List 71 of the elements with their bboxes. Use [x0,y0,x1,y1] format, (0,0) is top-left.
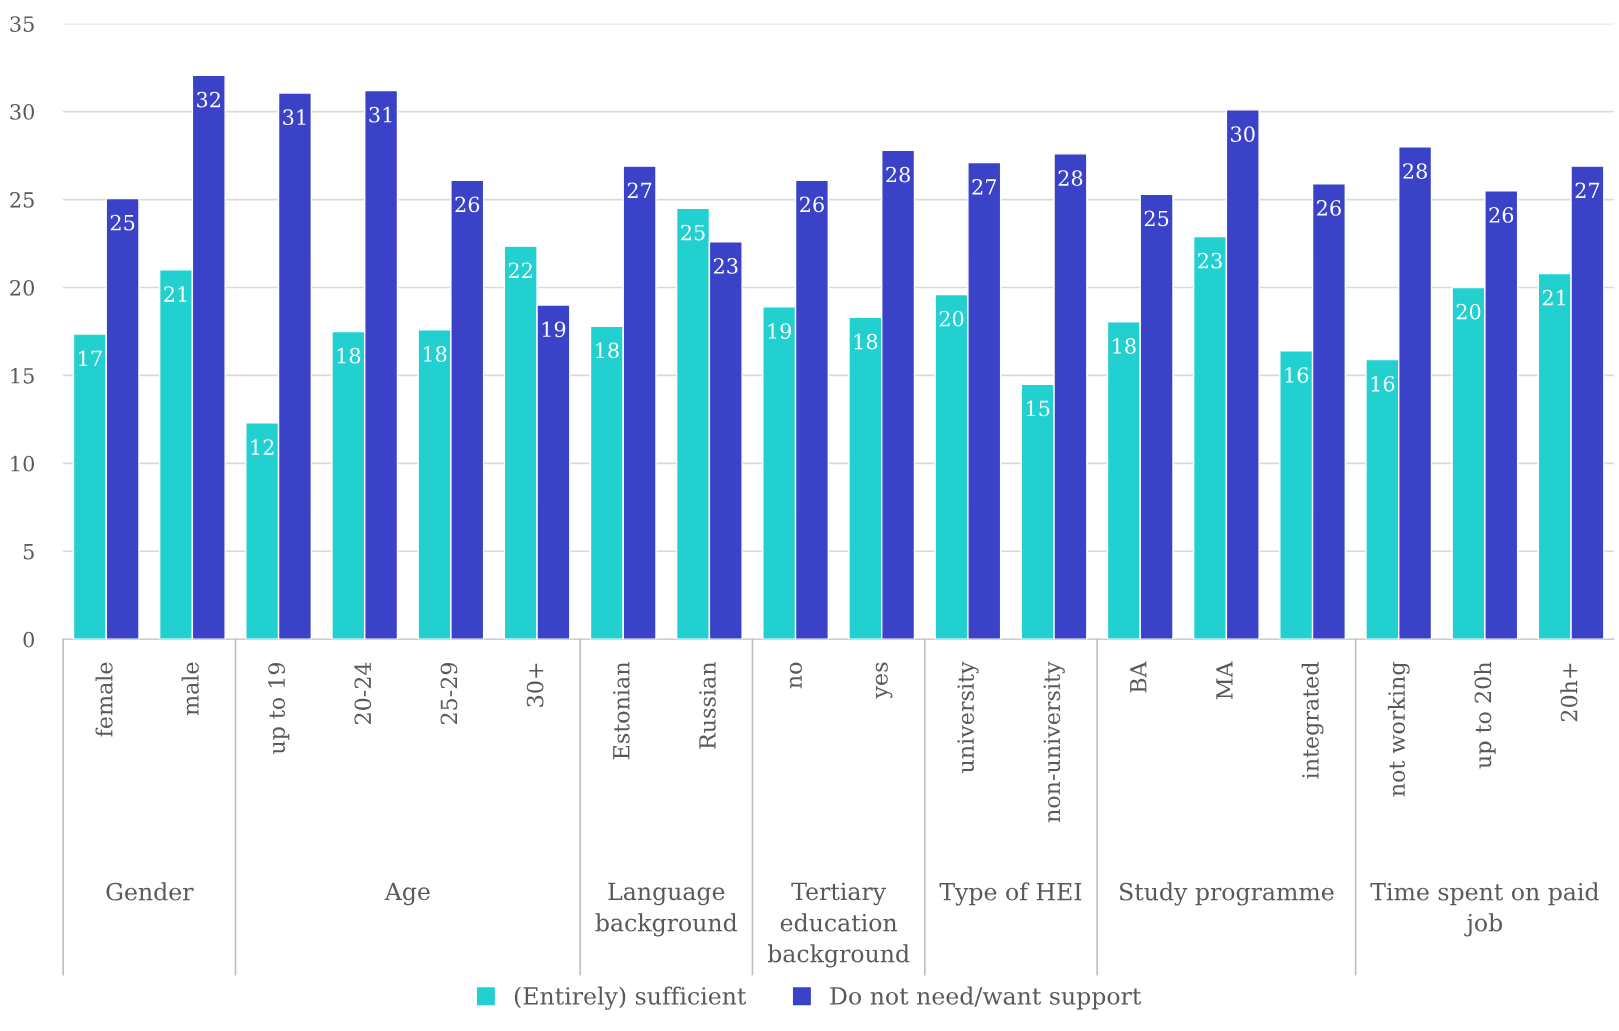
data-label: 26 [1317,200,1341,216]
text: Age [384,882,430,906]
data-label: 18 [854,333,878,350]
y-tick-label: 15 [11,367,34,384]
text: Study programme [1120,882,1334,906]
data-label: 27 [1575,182,1600,198]
x-tick-label: Russian [699,662,716,749]
y-tick-label: 5 [23,544,34,560]
data-label: 20 [1456,303,1481,320]
x-tick-label: yes [875,662,893,699]
data-label: 23 [1198,252,1222,269]
data-label: 25 [1144,210,1169,227]
data-label: 21 [1542,289,1565,306]
data-label: 19 [768,323,792,339]
data-label: 23 [713,258,738,274]
legend-label: (Entirely) sufficient [514,986,747,1010]
x-tick-label: university [957,661,979,773]
data-label: 18 [423,346,447,362]
data-label: 27 [972,178,997,195]
data-label: 28 [1403,163,1427,179]
y-tick-label: 10 [11,455,34,472]
x-tick-label: up to 19 [268,662,290,755]
data-label: 26 [1489,207,1514,223]
data-label: 26 [800,196,824,213]
text: Language background [595,882,738,937]
data-label: 30 [1231,126,1255,142]
x-tick-label: no [789,662,803,689]
y-tick-label: 0 [23,631,34,648]
data-label: 32 [197,91,220,108]
text: Type of HEI [939,882,1082,906]
text: Gender [106,882,194,901]
y-tick-label: 25 [10,192,34,208]
x-tick-label: 25-29 [440,662,458,724]
x-tick-label: female [95,662,113,737]
data-label: 15 [1026,400,1050,417]
data-label: 31 [283,109,306,126]
data-label: 18 [337,347,361,364]
x-tick-label: up to 20h [1474,662,1496,769]
data-label: 17 [79,350,102,366]
x-tick-label: not working [1387,662,1410,797]
data-label: 16 [1371,375,1395,392]
data-label: 18 [1113,338,1136,354]
data-label: 21 [164,286,187,302]
data-label: 16 [1285,367,1309,383]
x-tick-label: 20h+ [1560,663,1578,722]
x-tick-label: Estonian [613,662,630,760]
y-tick-label: 20 [10,279,34,296]
data-label: 28 [886,166,910,183]
data-label: 31 [369,106,392,123]
data-label: 27 [627,182,652,198]
y-tick-label: 30 [10,104,34,120]
x-tick-label: MA [1216,661,1233,700]
data-label: 28 [1058,170,1083,186]
data-label: 22 [508,262,532,278]
text: Time spent on paid job [1370,882,1599,937]
data-label: 25 [681,224,705,241]
data-label: 26 [455,196,480,213]
x-tick-label: male [181,662,199,716]
legend-label: Do not need/want support [830,986,1142,1010]
data-label: 12 [251,439,274,455]
data-label: 25 [110,214,135,231]
data-label: 19 [542,321,566,338]
text: Tertiary education background [767,882,910,968]
x-tick-label: non-university [1043,661,1065,823]
x-tick-label: 20-24 [354,662,372,724]
data-label: 20 [939,310,964,327]
x-tick-label: 30+ [526,663,544,707]
data-label: 18 [596,342,619,359]
x-tick-label: BA [1130,661,1147,693]
x-tick-label: integrated [1301,662,1324,779]
y-tick-label: 35 [10,16,34,32]
